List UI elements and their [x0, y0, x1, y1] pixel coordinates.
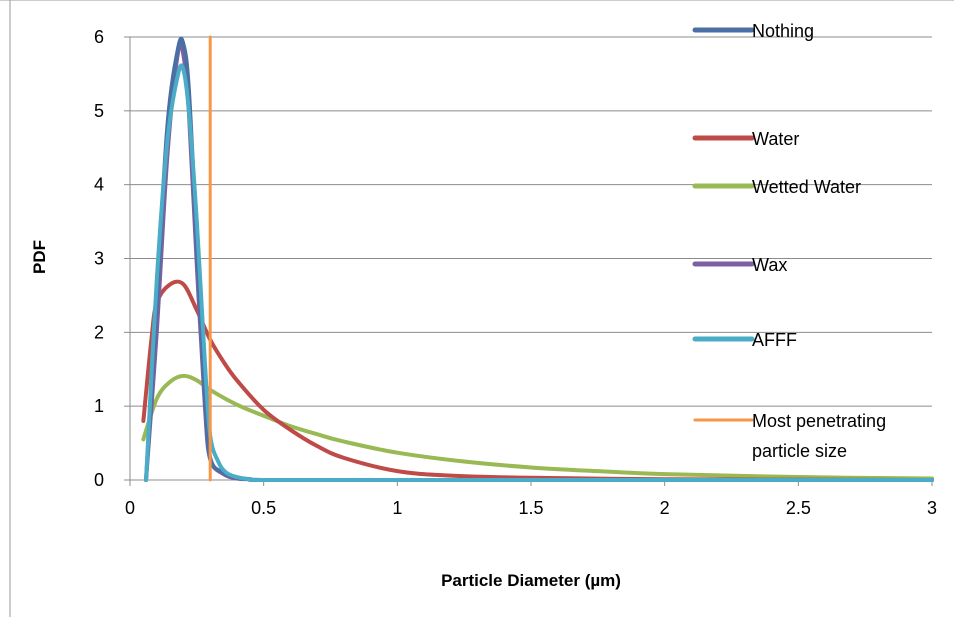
- legend-label: Water: [752, 129, 799, 149]
- x-tick-label: 0: [125, 498, 135, 518]
- y-tick-labels: 0 1 2 3 4 5 6: [94, 27, 104, 490]
- legend: Nothing Water Wetted Water Wax AFFF Most pene…: [692, 21, 886, 461]
- x-tick-label: 1: [392, 498, 402, 518]
- x-tick-label: 2.5: [786, 498, 811, 518]
- x-tick-labels: 0 0.5 1 1.5 2 2.5 3: [125, 498, 937, 518]
- y-tick-label: 2: [94, 322, 104, 342]
- x-tick-label: 3: [927, 498, 937, 518]
- gridlines: [130, 36, 932, 407]
- y-tick-label: 0: [94, 470, 104, 490]
- y-tick-label: 5: [94, 101, 104, 121]
- x-tick-label: 2: [660, 498, 670, 518]
- series-line-wetted-water: [141, 373, 934, 481]
- legend-label: Wetted Water: [752, 177, 861, 197]
- legend-label: Wax: [752, 255, 787, 275]
- x-tick-label: 0.5: [251, 498, 276, 518]
- y-tick-label: 6: [94, 27, 104, 47]
- x-axis-title: Particle Diameter (µm): [441, 571, 621, 590]
- y-tick-label: 1: [94, 396, 104, 416]
- y-axis-title: PDF: [30, 240, 49, 274]
- y-tick-label: 4: [94, 175, 104, 195]
- legend-label: Most penetrating: [752, 411, 886, 431]
- legend-label: Nothing: [752, 21, 814, 41]
- legend-label: AFFF: [752, 330, 797, 350]
- series-lines: [141, 35, 934, 483]
- y-tick-label: 3: [94, 249, 104, 269]
- legend-label: particle size: [752, 441, 847, 461]
- x-tick-label: 1.5: [518, 498, 543, 518]
